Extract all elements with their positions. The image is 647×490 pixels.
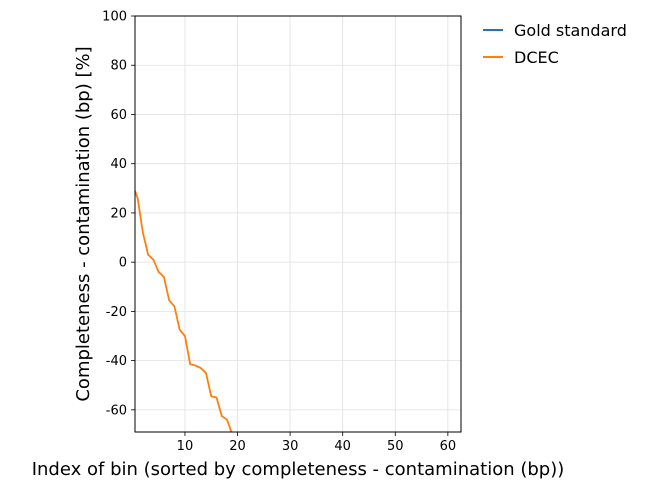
y-tick-label: 80 (110, 59, 127, 74)
x-axis: 10 20 30 40 50 60 (177, 432, 456, 454)
x-axis-label: Index of bin (sorted by completeness - c… (32, 459, 565, 480)
plot-lines (135, 190, 233, 432)
legend-entry-0: Gold standard (514, 21, 627, 40)
plot-frame (134, 15, 462, 433)
legend: Gold standard DCEC (483, 21, 627, 67)
y-axis: -60 -40 -20 0 20 40 60 80 100 (102, 10, 135, 418)
x-tick-label: 40 (334, 439, 351, 454)
y-tick-label: 40 (110, 157, 127, 172)
legend-entry-1: DCEC (514, 48, 559, 67)
y-tick-label: -40 (106, 354, 127, 369)
y-tick-label: -20 (106, 305, 127, 320)
x-tick-label: 60 (440, 439, 457, 454)
y-tick-label: 20 (110, 206, 127, 221)
x-tick-label: 30 (282, 439, 299, 454)
y-tick-label: 100 (102, 10, 127, 25)
x-tick-label: 10 (177, 439, 194, 454)
y-tick-label: -60 (106, 403, 127, 418)
grid (135, 15, 461, 432)
y-tick-label: 60 (110, 108, 127, 123)
y-tick-label: 0 (119, 256, 127, 271)
y-axis-label: Completeness - contamination (bp) [%] (73, 46, 94, 401)
x-tick-label: 50 (387, 439, 404, 454)
series-line-1 (135, 190, 233, 432)
x-tick-label: 20 (229, 439, 246, 454)
